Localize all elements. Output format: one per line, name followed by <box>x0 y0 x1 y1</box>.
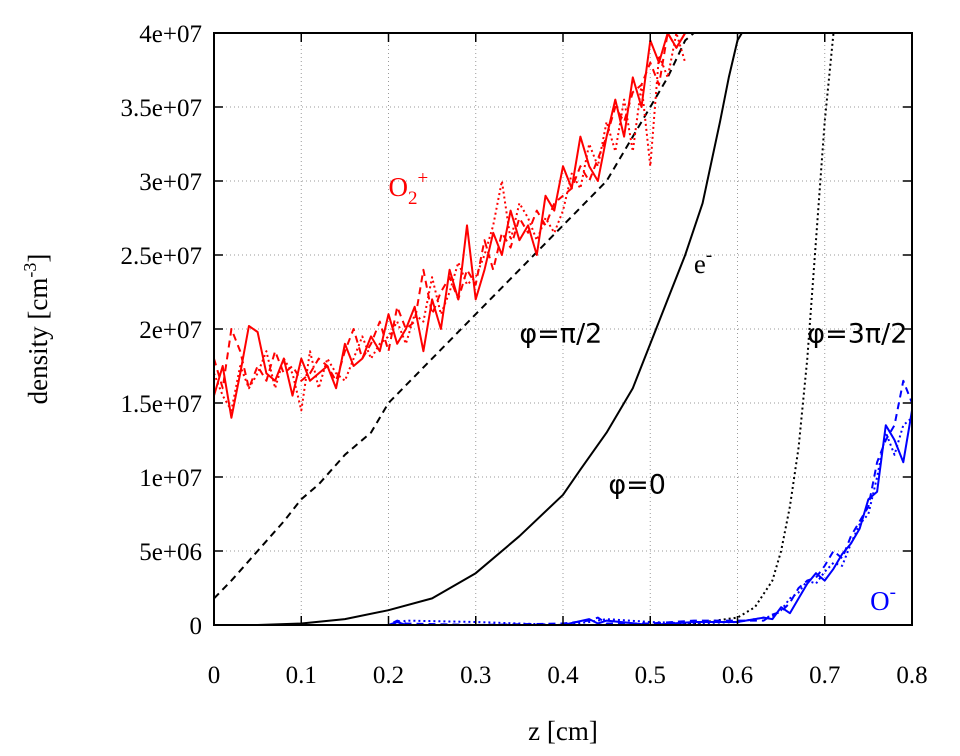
series-line-ominus-phi-pi2 <box>214 379 912 625</box>
x-axis-label: z [cm] <box>528 716 598 746</box>
annotation-ominus-base: O <box>870 586 890 616</box>
y-tick-label: 3e+07 <box>139 169 202 196</box>
series-line-electron-phi0 <box>214 33 743 625</box>
y-tick-label: 5e+06 <box>139 539 202 566</box>
annotation-phi-3pi2: φ=3π/2 <box>807 318 907 349</box>
x-tick-label: 0.7 <box>809 662 840 689</box>
series-line-o2plus-phi-pi2 <box>214 33 687 390</box>
x-tick-label: 0 <box>208 662 221 689</box>
annotation-o2plus-base: O <box>389 172 409 202</box>
x-tick-label: 0.2 <box>373 662 404 689</box>
ticks: 0 0.1 0.2 0.3 0.4 0.5 0.6 0.7 0.8 0 5e+06 1e+07 1.5e… <box>121 21 928 689</box>
x-tick-label: 0.8 <box>896 662 927 689</box>
x-tick-label: 0.1 <box>286 662 317 689</box>
annotation-phi-0: φ=0 <box>608 469 666 500</box>
annotation-o2plus: O2+ <box>389 168 429 209</box>
annotation-ominus-sup: - <box>890 582 896 603</box>
y-tick-label: 2e+07 <box>139 317 202 344</box>
annotation-electron-base: e <box>694 249 706 279</box>
annotations: O2+e-O-φ=π/2φ=0φ=3π/2 <box>389 168 908 616</box>
x-tick-label: 0.4 <box>547 662 579 689</box>
y-tick-label: 2.5e+07 <box>121 243 202 270</box>
y-tick-label: 1.5e+07 <box>121 391 202 418</box>
y-axis-label-close: ] <box>23 254 53 263</box>
y-axis-label-sup: -3 <box>20 263 40 278</box>
series-line-electron-phi-pi2 <box>214 33 695 600</box>
annotation-o2plus-sub: 2 <box>408 188 418 209</box>
series-line-electron-phi-3pi2 <box>214 33 835 625</box>
y-tick-label: 4e+07 <box>139 21 202 48</box>
annotation-o2plus-sup: + <box>418 168 429 189</box>
y-axis-label: density [cm-3] <box>20 254 53 405</box>
y-axis-label-main: density [cm <box>23 278 53 405</box>
annotation-electron-sup: - <box>706 245 712 266</box>
y-tick-label: 1e+07 <box>139 465 202 492</box>
y-tick-label: 0 <box>190 613 203 640</box>
annotation-ominus: O- <box>870 582 896 616</box>
x-tick-label: 0.5 <box>635 662 666 689</box>
series-line-o2plus-phi-3pi2 <box>214 33 687 412</box>
x-tick-label: 0.6 <box>722 662 753 689</box>
y-tick-label: 3.5e+07 <box>121 95 202 122</box>
annotation-phi-pi2: φ=π/2 <box>519 318 602 349</box>
grid <box>214 33 912 625</box>
series-line-o2plus-phi0 <box>214 33 687 419</box>
annotation-electron: e- <box>694 245 712 279</box>
x-tick-label: 0.3 <box>460 662 491 689</box>
